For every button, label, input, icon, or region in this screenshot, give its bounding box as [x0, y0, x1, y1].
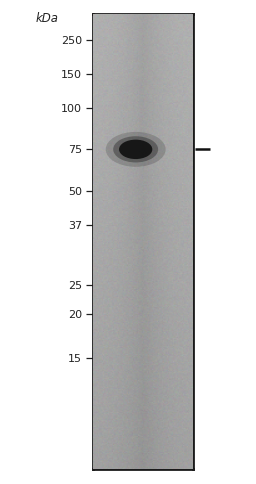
Ellipse shape	[106, 133, 166, 167]
Text: 75: 75	[68, 145, 82, 155]
Text: 250: 250	[61, 36, 82, 46]
Ellipse shape	[113, 137, 158, 163]
Text: 150: 150	[61, 70, 82, 80]
Text: 50: 50	[68, 186, 82, 196]
Text: 20: 20	[68, 310, 82, 319]
Text: 15: 15	[68, 353, 82, 363]
Ellipse shape	[119, 140, 152, 160]
Text: 37: 37	[68, 220, 82, 230]
Text: 25: 25	[68, 281, 82, 290]
Text: kDa: kDa	[36, 12, 59, 25]
Text: 100: 100	[61, 104, 82, 114]
